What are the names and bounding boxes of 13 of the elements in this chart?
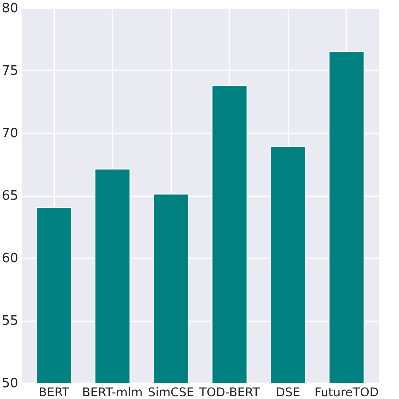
x-tick-label: BERT: [38, 386, 70, 399]
y-tick-label: 80: [2, 2, 18, 16]
y-tick-label: 75: [2, 64, 18, 79]
y-tick-label: 55: [2, 314, 18, 329]
y-tick-label: 70: [2, 126, 18, 142]
x-tick-label: TOD-BERT: [198, 386, 261, 399]
y-tick-label: 65: [2, 189, 18, 204]
y-tick-label: 50: [2, 376, 18, 392]
x-tick-label: BERT-mlm: [82, 386, 143, 399]
x-tick-label: SimCSE: [148, 386, 194, 399]
x-tick-label: DSE: [276, 386, 301, 399]
x-tick-label: FutureTOD: [314, 386, 379, 399]
y-tick-label: 60: [2, 252, 18, 266]
